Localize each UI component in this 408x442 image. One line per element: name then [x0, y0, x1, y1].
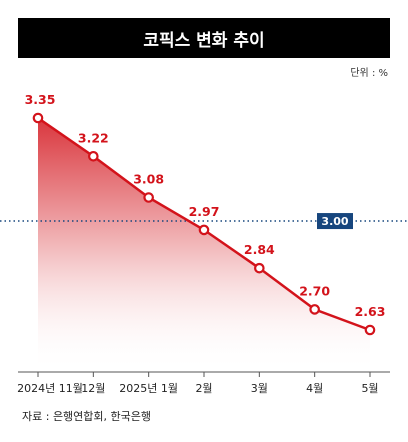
x-tick-label: 5월 [361, 382, 378, 395]
source-note: 자료 : 은행연합회, 한국은행 [22, 410, 152, 423]
data-label: 3.35 [25, 92, 56, 107]
data-label: 2.84 [244, 242, 275, 257]
data-point [88, 150, 99, 162]
data-point [143, 192, 154, 203]
data-label: 3.22 [78, 130, 109, 145]
data-point [309, 304, 320, 315]
data-label: 2.97 [189, 204, 220, 219]
data-label: 2.70 [299, 283, 330, 298]
x-tick-label: 2월 [195, 382, 212, 395]
unit-label: 단위 : % [350, 68, 388, 79]
area-fill [38, 118, 370, 372]
reference-label: 3.00 [321, 215, 348, 228]
x-tick-label: 12월 [81, 382, 105, 395]
x-tick-label: 2025년 1월 [119, 382, 178, 395]
x-tick-label: 4월 [306, 382, 323, 395]
data-point [364, 324, 376, 336]
data-label: 2.63 [355, 304, 386, 319]
x-tick-label: 2024년 11월 [17, 382, 83, 395]
data-point [254, 262, 265, 274]
data-label: 3.08 [133, 172, 164, 187]
data-point [198, 224, 210, 236]
x-tick-label: 3월 [251, 382, 268, 395]
reference-badge [317, 213, 353, 230]
data-point [32, 112, 44, 124]
chart-title: 코픽스 변화 추이 [18, 18, 390, 58]
